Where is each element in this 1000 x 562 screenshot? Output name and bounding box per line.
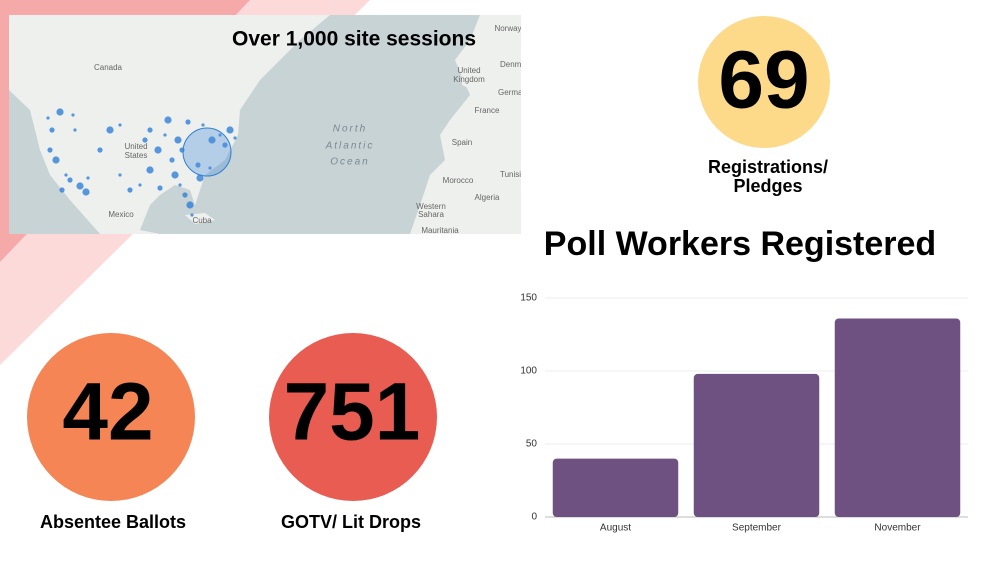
- y-tick-label: 0: [531, 512, 537, 523]
- map-dot: [186, 201, 194, 209]
- map-dot: [178, 183, 182, 187]
- map-dot: [146, 166, 154, 174]
- stat-value: 42: [62, 367, 153, 458]
- bar: [834, 318, 961, 517]
- map-label: Denmark: [500, 60, 533, 69]
- map-label: Mauritania: [421, 226, 459, 235]
- stat-value: 69: [718, 35, 809, 126]
- map-label: Norway: [494, 24, 521, 33]
- map-dot: [106, 126, 114, 134]
- map-dot: [138, 183, 142, 187]
- map-dot: [47, 147, 53, 153]
- map-dot: [190, 213, 194, 217]
- map-label: Western: [416, 202, 446, 211]
- map-dot: [171, 171, 179, 179]
- map-label: Tunisia: [500, 170, 526, 179]
- map-label: Algeria: [475, 193, 500, 202]
- stat-value: 751: [284, 367, 421, 458]
- map-label: Kingdom: [453, 75, 485, 84]
- stat-label: Absentee Ballots: [40, 512, 186, 532]
- map-dot: [208, 166, 212, 170]
- map-label: Canada: [94, 63, 123, 72]
- map-dot: [169, 157, 175, 163]
- map-label: Ocean: [330, 157, 369, 168]
- map-dot: [82, 188, 90, 196]
- x-tick-label: September: [732, 523, 782, 534]
- stat-label: GOTV/ Lit Drops: [281, 512, 421, 532]
- map-dot: [49, 127, 55, 133]
- chart: 0 50 100 150 August September November: [520, 293, 968, 534]
- map-label: Morocco: [443, 176, 474, 185]
- map-dot: [226, 126, 234, 134]
- map-dot: [118, 173, 122, 177]
- map-label: United: [124, 142, 147, 151]
- map-dot: [97, 147, 103, 153]
- map-dot: [208, 136, 216, 144]
- y-tick-label: 150: [520, 293, 537, 304]
- map-dot: [185, 119, 191, 125]
- map-label: Germany: [498, 88, 531, 97]
- map-dot: [127, 187, 133, 193]
- map-label: France: [475, 106, 500, 115]
- bar: [693, 373, 820, 517]
- map-dot: [67, 177, 73, 183]
- map-dot: [164, 116, 172, 124]
- y-tick-label: 100: [520, 366, 537, 377]
- map-label: Spain: [452, 138, 472, 147]
- map-label: Atlantic: [325, 141, 375, 152]
- map-dot: [163, 133, 167, 137]
- x-tick-label: August: [600, 523, 631, 534]
- map-dot: [71, 113, 75, 117]
- stat-label: Pledges: [733, 176, 802, 196]
- map-title: Over 1,000 site sessions: [232, 28, 476, 51]
- map-dot: [142, 137, 148, 143]
- map-dot: [157, 185, 163, 191]
- map-land: [460, 50, 478, 90]
- map-dot: [46, 116, 50, 120]
- chart-title: Poll Workers Registered: [544, 225, 936, 263]
- map-dot: [182, 192, 188, 198]
- map-dot: [64, 173, 68, 177]
- map-dot: [76, 182, 84, 190]
- map-dot: [56, 108, 64, 116]
- map-land: [9, 15, 330, 234]
- stat-label: Registrations/: [708, 157, 828, 177]
- map-dot: [86, 176, 90, 180]
- x-tick-label: November: [874, 523, 921, 534]
- y-tick-label: 50: [526, 439, 538, 450]
- stat-circle: [269, 333, 437, 501]
- map-dot: [195, 162, 201, 168]
- map-dot: [73, 128, 77, 132]
- map-label: United: [457, 66, 480, 75]
- map-bubble: [182, 127, 232, 177]
- map-label: States: [125, 151, 148, 160]
- map-dot: [52, 156, 60, 164]
- bar: [552, 458, 679, 517]
- map-dot: [147, 127, 153, 133]
- map-dot: [196, 174, 204, 182]
- map-dot: [174, 136, 182, 144]
- map-label: Mexico: [108, 210, 134, 219]
- map-dot: [233, 136, 237, 140]
- map-land: [410, 15, 521, 234]
- map: Over 1,000 site sessions Canada United S…: [9, 15, 533, 235]
- stat-circle: [698, 16, 830, 148]
- map-label: Cuba: [192, 216, 212, 225]
- map-dot: [118, 123, 122, 127]
- map-dot: [59, 187, 65, 193]
- map-dot: [222, 142, 228, 148]
- map-dot: [218, 133, 222, 137]
- stat-circle: [27, 333, 195, 501]
- map-label: Sahara: [418, 210, 444, 219]
- map-dot: [201, 123, 205, 127]
- map-dot: [154, 146, 162, 154]
- map-label: North: [333, 124, 367, 135]
- map-dots: [46, 108, 237, 217]
